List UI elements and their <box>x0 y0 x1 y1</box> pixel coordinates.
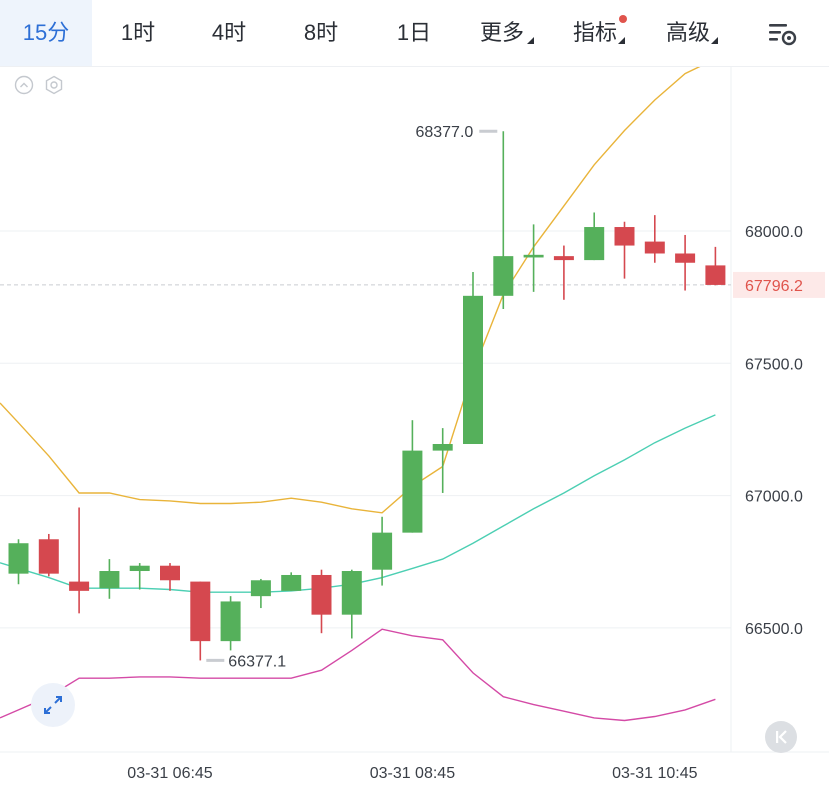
y-tick-label: 67000.0 <box>745 489 803 506</box>
tab-4h[interactable]: 4时 <box>211 20 247 45</box>
tab-more[interactable]: 更多 <box>479 20 524 45</box>
candle-body <box>675 253 696 263</box>
candle-body <box>493 256 514 296</box>
x-tick-label: 03-31 08:45 <box>370 765 456 782</box>
candle-body <box>644 241 665 254</box>
candle-body <box>523 254 544 258</box>
y-tick-label: 68000.0 <box>745 224 803 241</box>
candle-body <box>463 295 483 445</box>
candle-body <box>69 581 90 591</box>
x-tick-label: 03-31 06:45 <box>127 765 213 782</box>
candle-body <box>553 256 574 261</box>
candle-body <box>160 565 180 581</box>
low-price-label: 66377.1 <box>228 653 286 670</box>
candle-body <box>99 571 120 589</box>
tab-advanced[interactable]: 高级 <box>665 20 710 45</box>
candle-body <box>705 265 726 285</box>
last-price-tag <box>733 271 825 298</box>
tab-1h[interactable]: 1时 <box>120 20 156 45</box>
candle-body <box>8 543 29 574</box>
candle-body <box>341 571 362 615</box>
candle-body <box>129 565 150 572</box>
kline-chart[interactable]: 68000.0 67500.0 67000.0 66500.0 03-31 06:45 0… <box>0 58 829 785</box>
more-dropdown-icon <box>527 37 534 44</box>
indicator-line <box>0 414 716 593</box>
y-tick-label: 67500.0 <box>745 356 803 373</box>
indicator-line <box>0 58 716 514</box>
candle-body <box>614 227 635 246</box>
x-tick-label: 03-31 10:45 <box>612 765 698 782</box>
expand-arrows-icon[interactable] <box>31 683 75 727</box>
candle-body <box>311 574 332 615</box>
candle-body <box>402 450 423 533</box>
tab-15min[interactable]: 15分 <box>0 0 92 66</box>
indicators-badge <box>619 15 627 23</box>
indicators-dropdown-icon <box>618 37 625 44</box>
tab-8h[interactable]: 8时 <box>303 20 339 45</box>
last-price-label: 67796.2 <box>745 278 803 295</box>
candle-body <box>432 444 453 451</box>
indicator-line <box>0 628 716 722</box>
timeframe-toolbar: 15分 1时 4时 8时 1日 更多 指标 高级 <box>0 0 829 67</box>
high-price-label: 68377.0 <box>415 124 473 141</box>
skip-to-latest-icon[interactable] <box>765 721 797 753</box>
chart-settings-icon[interactable] <box>764 18 800 48</box>
candle-body <box>220 601 241 642</box>
advanced-dropdown-icon <box>711 37 718 44</box>
candle-body <box>250 580 271 597</box>
candle-body <box>584 227 605 261</box>
chevron-up-circle-icon[interactable] <box>14 75 34 95</box>
candle-body <box>190 581 211 642</box>
candle-body <box>372 532 393 570</box>
y-tick-label: 66500.0 <box>745 621 803 638</box>
hexagon-gear-icon[interactable] <box>44 75 64 95</box>
candle-body <box>281 574 302 591</box>
tab-indicators[interactable]: 指标 <box>572 20 617 45</box>
candle-body <box>38 539 59 574</box>
kline-svg[interactable]: 68000.0 67500.0 67000.0 66500.0 03-31 06:45 0… <box>0 58 829 785</box>
tab-1d[interactable]: 1日 <box>396 20 432 45</box>
